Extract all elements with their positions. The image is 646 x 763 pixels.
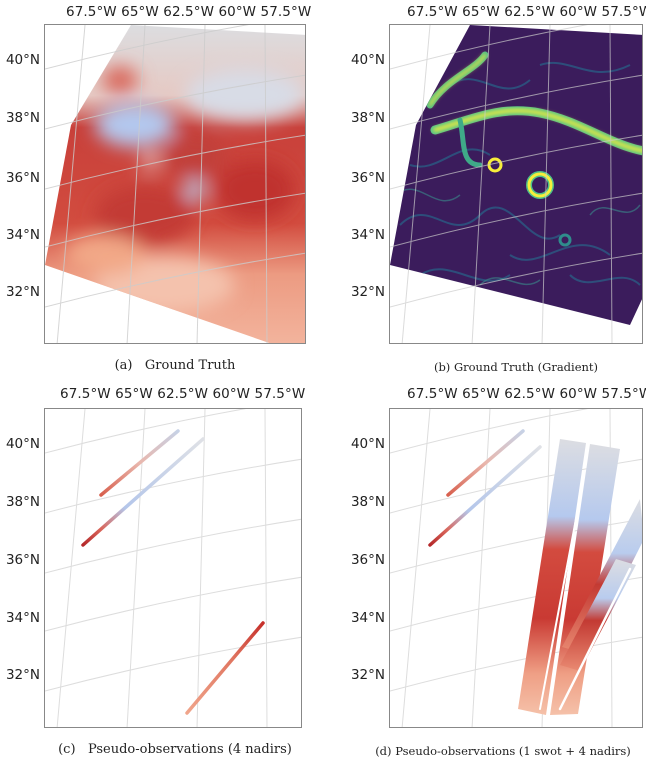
swot-swath xyxy=(562,499,642,654)
caption-tag: (a) xyxy=(114,358,133,373)
caption-d: (d) Pseudo-observations (1 swot + 4 nadi… xyxy=(363,744,643,758)
nadir-track xyxy=(428,445,542,547)
lon-axis-labels: 67.5°W 65°W 62.5°W 60°W 57.5°W xyxy=(60,386,305,402)
swot-nadir-map xyxy=(390,409,642,727)
graticule xyxy=(390,25,642,343)
lon-label: 60°W xyxy=(212,386,251,402)
lat-label: 36°N xyxy=(5,552,40,568)
lat-label: 34°N xyxy=(350,610,385,626)
nadir-track xyxy=(539,518,577,710)
lon-label: 65°W xyxy=(115,386,153,402)
nadir-tracks-map xyxy=(45,409,301,727)
caption-tag: (c) xyxy=(58,742,76,757)
swot-swaths xyxy=(518,439,642,715)
nadir-tracks xyxy=(81,429,265,715)
lon-label: 60°W xyxy=(559,4,598,20)
lat-label: 40°N xyxy=(5,52,40,68)
graticule xyxy=(45,25,305,343)
panel-c: 67.5°W 65°W 62.5°W 60°W 57.5°W 40°N 38°N… xyxy=(0,382,323,763)
lat-label: 32°N xyxy=(350,667,385,683)
lat-label: 38°N xyxy=(5,494,40,510)
lon-label: 67.5°W xyxy=(407,386,458,402)
lon-label: 67.5°W xyxy=(407,4,458,20)
lon-label: 57.5°W xyxy=(260,4,312,20)
lon-label: 65°W xyxy=(462,386,500,402)
panel-b: 67.5°W 65°W 62.5°W 60°W 57.5°W 40°N 38°N… xyxy=(323,0,646,380)
lon-label: 62.5°W xyxy=(163,4,215,20)
lat-label: 32°N xyxy=(350,284,385,300)
gradient-map xyxy=(390,25,642,343)
lat-label: 40°N xyxy=(350,436,385,452)
lon-label: 67.5°W xyxy=(66,4,117,20)
lon-label: 60°W xyxy=(218,4,257,20)
caption-a: (a) Ground Truth xyxy=(44,358,306,373)
caption-tag: (d) xyxy=(375,744,392,758)
caption-text: Ground Truth xyxy=(144,358,236,373)
nadir-track xyxy=(185,621,265,715)
lat-label: 36°N xyxy=(350,552,385,568)
lon-label: 57.5°W xyxy=(601,386,646,402)
nadir-track xyxy=(81,437,205,547)
lon-label: 65°W xyxy=(121,4,159,20)
lat-label: 32°N xyxy=(5,284,40,300)
caption-text: Ground Truth (Gradient) xyxy=(453,360,599,374)
lat-label: 32°N xyxy=(5,667,40,683)
caption-b: (b) Ground Truth (Gradient) xyxy=(389,360,643,374)
lon-label: 65°W xyxy=(462,4,500,20)
nadir-track xyxy=(558,567,632,711)
lat-label: 34°N xyxy=(350,227,385,243)
caption-text: Pseudo-observations (1 swot + 4 nadirs) xyxy=(395,744,631,758)
lon-axis-labels: 67.5°W 65°W 62.5°W 60°W 57.5°W xyxy=(66,4,311,20)
panel-d: 67.5°W 65°W 62.5°W 60°W 57.5°W 40°N 38°N… xyxy=(323,382,646,763)
ground-truth-map xyxy=(45,25,305,343)
caption-c: (c) Pseudo-observations (4 nadirs) xyxy=(30,742,320,757)
map-frame-gradient xyxy=(389,24,643,344)
map-frame-swot-nadirs xyxy=(389,408,643,728)
nadir-track xyxy=(446,429,525,497)
nadir-tracks xyxy=(428,429,632,711)
lat-label: 34°N xyxy=(5,227,40,243)
lon-label: 62.5°W xyxy=(504,4,556,20)
swot-swath xyxy=(518,439,586,715)
map-frame-ground-truth xyxy=(44,24,306,344)
lon-label: 62.5°W xyxy=(504,386,556,402)
panel-a: 67.5°W 65°W 62.5°W 60°W 57.5°W 40°N 38°N… xyxy=(0,0,323,380)
lon-label: 62.5°W xyxy=(157,386,209,402)
lon-label: 57.5°W xyxy=(254,386,306,402)
graticule xyxy=(45,409,301,727)
map-frame-4-nadirs xyxy=(44,408,302,728)
caption-tag: (b) xyxy=(433,360,451,374)
lat-label: 38°N xyxy=(5,110,40,126)
lon-label: 67.5°W xyxy=(60,386,111,402)
lat-label: 34°N xyxy=(5,610,40,626)
caption-text: Pseudo-observations (4 nadirs) xyxy=(87,742,292,757)
lon-label: 57.5°W xyxy=(601,4,646,20)
lat-label: 40°N xyxy=(5,436,40,452)
nadir-track xyxy=(99,429,180,497)
lon-axis-labels: 67.5°W 65°W 62.5°W 60°W 57.5°W xyxy=(407,386,646,402)
lon-axis-labels: 67.5°W 65°W 62.5°W 60°W 57.5°W xyxy=(407,4,646,20)
lat-label: 38°N xyxy=(350,110,385,126)
lat-label: 36°N xyxy=(350,170,385,186)
lat-label: 36°N xyxy=(5,170,40,186)
swot-swath xyxy=(560,559,636,671)
lat-label: 40°N xyxy=(350,52,385,68)
lat-label: 38°N xyxy=(350,494,385,510)
lon-label: 60°W xyxy=(559,386,598,402)
